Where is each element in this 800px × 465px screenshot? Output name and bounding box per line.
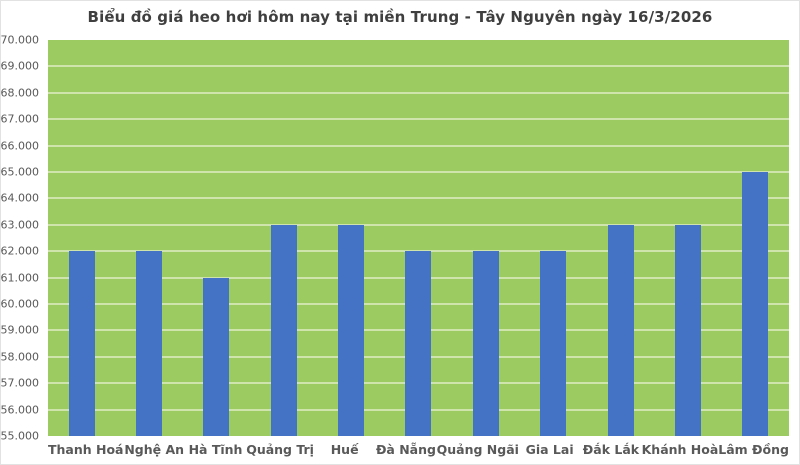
bar-slot: [452, 40, 519, 436]
y-tick-label: 59.000: [0, 323, 39, 337]
y-tick-label: 55.000: [0, 429, 39, 443]
chart-title: Biểu đồ giá heo hơi hôm nay tại miền Tru…: [87, 8, 713, 26]
y-tick-label: 69.000: [0, 59, 39, 73]
bar-Quảng Trị: [270, 224, 297, 436]
bar-slot: [317, 40, 384, 436]
x-tick-label: Quảng Trị: [246, 442, 314, 457]
gridline: [48, 171, 789, 174]
bar-Thanh Hoá: [68, 251, 95, 436]
x-tick-label: Hà Tĩnh: [188, 442, 243, 457]
y-tick-label: 68.000: [0, 86, 39, 100]
gridline: [48, 65, 789, 68]
bar-Quảng Ngãi: [472, 251, 499, 436]
x-tick-label: Huế: [330, 442, 359, 457]
bar-slot: [520, 40, 587, 436]
x-axis: Thanh Hoá Nghệ An Hà Tĩnh Quảng Trị Huế Đà Nẵ…: [48, 442, 789, 457]
bar-Đắk Lắk: [607, 224, 634, 436]
bar-slot: [115, 40, 182, 436]
x-tick-label: Đắk Lắk: [582, 442, 640, 457]
plot-area: [48, 40, 789, 436]
x-tick-label: Nghệ An: [124, 442, 185, 457]
bar-slot: [385, 40, 452, 436]
x-tick-label: Lâm Đồng: [718, 442, 789, 457]
gridline: [48, 223, 789, 226]
x-tick-label: Quảng Ngãi: [436, 442, 519, 457]
bar-slot: [722, 40, 789, 436]
x-tick-label: Đà Nẵng: [375, 442, 436, 457]
bar-slot: [587, 40, 654, 436]
gridline: [48, 144, 789, 147]
y-tick-label: 64.000: [0, 191, 39, 205]
bar-Nghệ An: [136, 251, 163, 436]
gridline: [48, 118, 789, 121]
gridline: [48, 91, 789, 94]
bar-slot: [250, 40, 317, 436]
bar-slot: [654, 40, 721, 436]
bar-series: [48, 40, 789, 436]
y-tick-label: 65.000: [0, 165, 39, 179]
bar-slot: [183, 40, 250, 436]
y-tick-label: 66.000: [0, 139, 39, 153]
y-tick-label: 56.000: [0, 403, 39, 417]
y-tick-label: 63.000: [0, 218, 39, 232]
y-tick-label: 70.000: [0, 33, 39, 47]
y-tick-label: 57.000: [0, 376, 39, 390]
bar-Hà Tĩnh: [203, 277, 230, 436]
bar-slot: [48, 40, 115, 436]
x-tick-label: Gia Lai: [525, 442, 574, 457]
gridline: [48, 197, 789, 200]
y-tick-label: 58.000: [0, 350, 39, 364]
bar-Lâm Đồng: [742, 172, 769, 436]
x-tick-label: Khánh Hoà: [641, 442, 719, 457]
y-tick-label: 62.000: [0, 244, 39, 258]
y-tick-label: 61.000: [0, 271, 39, 285]
y-tick-label: 67.000: [0, 112, 39, 126]
x-tick-label: Thanh Hoá: [48, 442, 124, 457]
bar-Đà Nẵng: [405, 251, 432, 436]
y-axis: 55.000 56.000 57.000 58.000 59.000 60.000 61.0…: [0, 35, 43, 442]
y-tick-label: 60.000: [0, 297, 39, 311]
bar-Huế: [338, 224, 365, 436]
bar-Khánh Hoà: [674, 224, 701, 436]
bar-Gia Lai: [540, 251, 567, 436]
